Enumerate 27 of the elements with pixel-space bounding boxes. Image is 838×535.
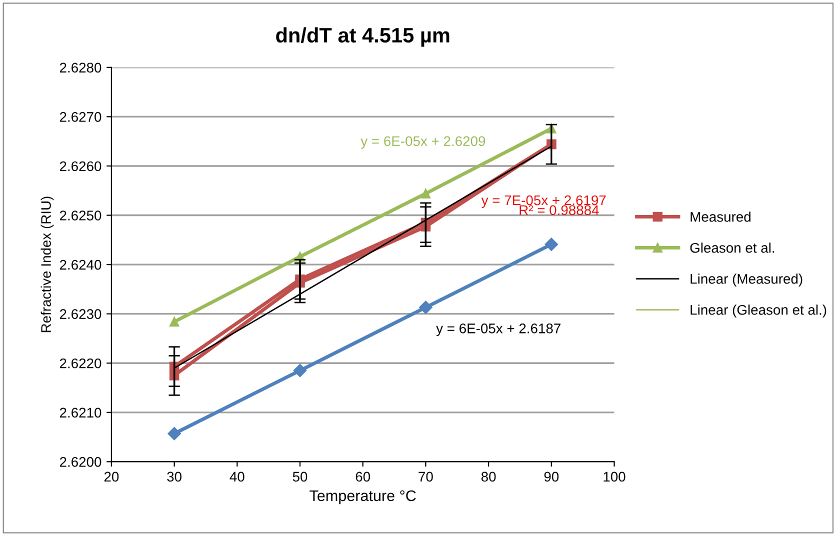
- y-tick-label: 2.6210: [60, 408, 102, 418]
- x-tick-label: 40: [230, 472, 244, 482]
- x-tick-label: 20: [104, 472, 119, 482]
- y-tick-label: 2.6260: [60, 161, 102, 172]
- y-tick-label: 2.6200: [60, 457, 102, 467]
- x-tick-label: 100: [604, 472, 626, 482]
- x-tick-label: 70: [418, 472, 433, 482]
- legend-label: Gleason et al.: [690, 242, 774, 253]
- x-tick-label: 80: [481, 472, 496, 482]
- annotation: y = 6E-05x + 2.6209: [360, 136, 486, 149]
- annotation: y = 6E-05x + 2.6187: [436, 324, 560, 336]
- legend-label: Linear (Measured): [690, 274, 802, 287]
- x-tick-label: 60: [356, 472, 370, 482]
- x-tick-label: 30: [167, 472, 182, 482]
- y-tick-label: 2.6230: [60, 309, 102, 320]
- x-axis-title: Temperature °C: [310, 490, 416, 504]
- chart-title: dn/dT at 4.515 µm: [276, 27, 450, 47]
- x-tick-label: 90: [544, 472, 559, 482]
- y-tick-label: 2.6250: [60, 210, 102, 220]
- y-tick-label: 2.6270: [60, 112, 102, 122]
- y-tick-label: 2.6240: [60, 260, 102, 270]
- y-axis-title: Refractive Index (RIU): [40, 196, 54, 332]
- y-tick-label: 2.6280: [60, 62, 102, 73]
- y-tick-label: 2.6220: [60, 358, 102, 368]
- x-tick-label: 50: [292, 472, 308, 482]
- legend-label: Measured: [690, 212, 750, 222]
- legend-label: Linear (Gleason et al.): [690, 304, 826, 318]
